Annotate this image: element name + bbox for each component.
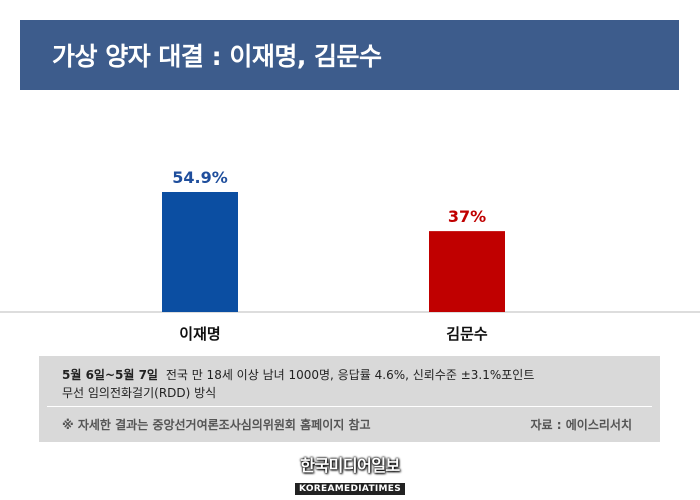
value-label-1: 54.9% — [172, 168, 228, 187]
category-label-1: 이재명 — [179, 325, 220, 343]
survey-method: 무선 임의전화걸기(RDD) 방식 — [62, 386, 217, 400]
media-logo: 한국미디어일보 KOREAMEDIATIMES — [0, 452, 700, 495]
bar-1 — [162, 192, 238, 312]
value-label-2: 37% — [448, 207, 486, 226]
logo-english: KOREAMEDIATIMES — [294, 483, 406, 495]
chart-title: 가상 양자 대결 : 이재명, 김문수 — [52, 42, 382, 71]
bar-2 — [429, 231, 505, 312]
category-label-2: 김문수 — [446, 325, 488, 343]
bar-chart: 54.9% 이재명 37% 김문수 — [0, 168, 700, 343]
survey-info-line: 5월 6일~5월 7일 전국 만 18세 이상 남녀 1000명, 응답률 4.… — [62, 366, 534, 383]
survey-notes-panel: 5월 6일~5월 7일 전국 만 18세 이상 남녀 1000명, 응답률 4.… — [39, 356, 660, 442]
logo-korean: 한국미디어일보 — [300, 456, 400, 475]
reference-note: ※ 자세한 결과는 중앙선거여론조사심의위원회 홈페이지 참고 — [62, 418, 371, 432]
survey-dates: 5월 6일~5월 7일 — [62, 368, 158, 382]
notes-divider — [47, 406, 652, 407]
survey-details: 전국 만 18세 이상 남녀 1000명, 응답률 4.6%, 신뢰수준 ±3.… — [165, 368, 535, 382]
chart-title-bar: 가상 양자 대결 : 이재명, 김문수 — [20, 20, 679, 90]
source-note: 자료 : 에이스리서치 — [530, 418, 632, 432]
